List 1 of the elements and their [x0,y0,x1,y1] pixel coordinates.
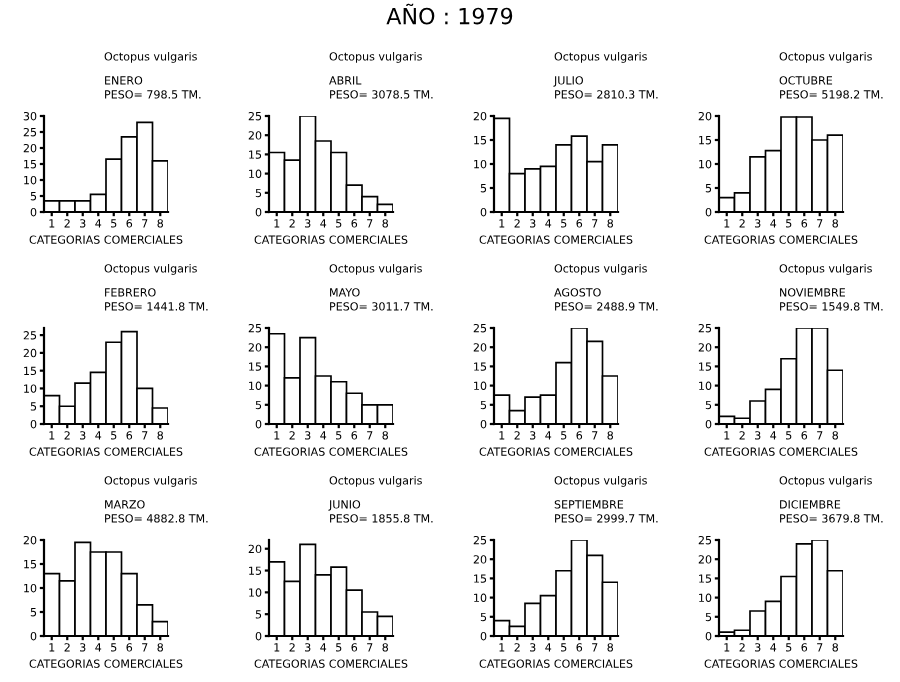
text: AÑO : 1979 [386,3,513,25]
